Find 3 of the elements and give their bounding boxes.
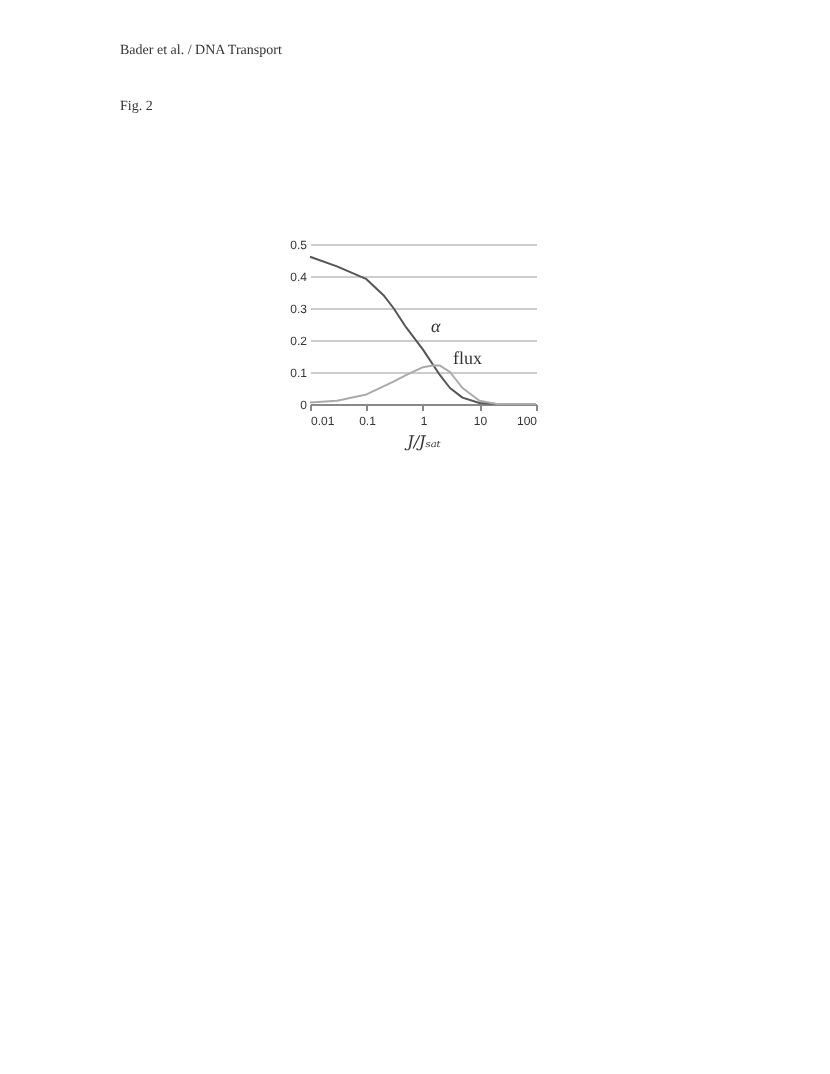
series-label: flux [452, 347, 483, 368]
x-axis-title: J/Jₛₐₜ [403, 433, 441, 451]
series-label: α [431, 315, 441, 336]
